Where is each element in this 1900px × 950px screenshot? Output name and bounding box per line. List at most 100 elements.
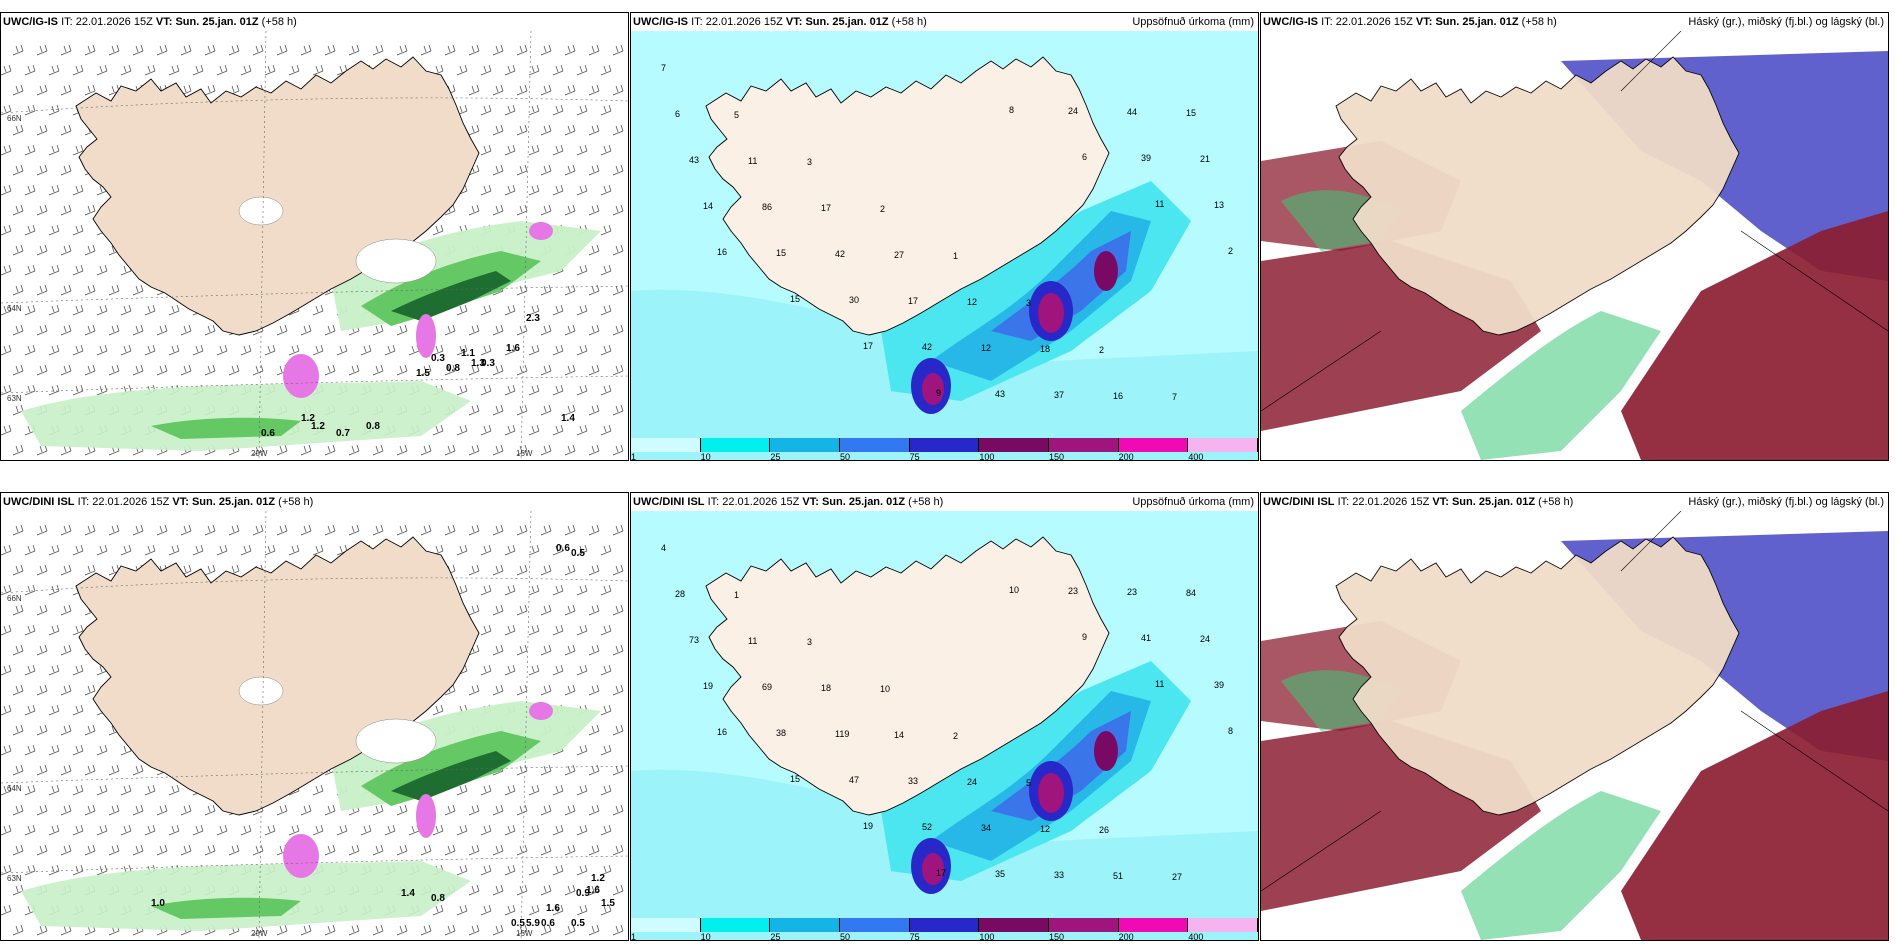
accum-value: 17 <box>908 296 918 306</box>
low-cloud-area <box>1621 211 1888 460</box>
wind-barb <box>312 544 324 556</box>
wind-barb <box>504 384 516 396</box>
wind-barb <box>168 824 180 836</box>
wind-barb <box>588 164 600 176</box>
wind-barb <box>324 364 336 376</box>
wind-barb <box>468 884 480 896</box>
wind-barb <box>204 44 216 56</box>
colorbar-tick: 400 <box>1188 452 1204 461</box>
precip-value: 1.2 <box>301 413 315 424</box>
colorbar-swatch <box>631 438 701 452</box>
accum-value: 34 <box>981 823 991 833</box>
wind-barb <box>300 924 312 936</box>
wind-barb <box>12 764 24 776</box>
accum-value: 12 <box>967 297 977 307</box>
wind-barb <box>552 784 564 796</box>
wind-barb <box>240 344 252 356</box>
wind-barb <box>144 544 156 556</box>
axis-label: 20W <box>251 929 268 938</box>
wind-barb <box>432 224 444 236</box>
wind-barb <box>84 724 96 736</box>
wind-barb <box>1 304 12 316</box>
precip-core <box>922 373 944 405</box>
accum-value: 2 <box>953 731 958 741</box>
iceland-land <box>705 56 1110 336</box>
wind-barb <box>564 444 576 456</box>
wind-barb <box>48 624 60 636</box>
wind-barb <box>1 704 12 716</box>
wind-barb <box>516 644 528 656</box>
wind-barb <box>132 764 144 776</box>
glacier <box>238 676 284 706</box>
wind-barb <box>372 844 384 856</box>
precip-mid-area <box>151 417 301 439</box>
wind-barb <box>36 604 48 616</box>
wind-barb <box>120 784 132 796</box>
wind-barb <box>228 44 240 56</box>
wind-barb <box>264 824 276 836</box>
wind-barb <box>96 824 108 836</box>
wind-barb <box>96 344 108 356</box>
precip-light-area <box>21 861 471 931</box>
wind-barb <box>12 324 24 336</box>
wind-barb <box>36 844 48 856</box>
wind-barb <box>120 824 132 836</box>
wind-barb <box>336 344 348 356</box>
wind-barb <box>1 904 12 916</box>
wind-barb <box>564 884 576 896</box>
wind-barb <box>60 324 72 336</box>
wind-barb <box>36 164 48 176</box>
graticule-line <box>520 31 532 460</box>
wind-barb <box>204 844 216 856</box>
wind-barb <box>468 204 480 216</box>
wind-barb <box>576 904 588 916</box>
precip-value: 2.3 <box>526 313 540 324</box>
wind-barb <box>60 724 72 736</box>
wind-barb <box>72 344 84 356</box>
wind-barb <box>576 864 588 876</box>
wind-barb <box>312 824 324 836</box>
wind-barb <box>24 624 36 636</box>
colorbar-swatch <box>1188 438 1258 452</box>
wind-barb <box>528 384 540 396</box>
wind-barb <box>72 264 84 276</box>
accum-values: 7532132761117271218161543864217123744211… <box>661 63 1233 402</box>
wind-barb <box>372 324 384 336</box>
wind-barb <box>108 804 120 816</box>
wind-barb <box>588 404 600 416</box>
wind-barb <box>156 524 168 536</box>
accum-value: 2 <box>1228 246 1233 256</box>
colorbar-tick: 10 <box>700 932 711 941</box>
wind-barb <box>420 924 432 936</box>
wind-barb <box>1 744 12 756</box>
wind-barb <box>36 804 48 816</box>
wind-barb <box>228 844 240 856</box>
wind-barb <box>444 844 456 856</box>
axis-label: 63N <box>7 394 22 403</box>
panel-dini-clouds: UWC/DINI ISL IT: 22.01.2026 15Z VT: Sun.… <box>1260 492 1889 941</box>
wind-barb <box>468 444 480 456</box>
wind-barb <box>348 444 360 456</box>
wind-precip-map: 66N 64N 63N 20W 15W 0.6 1.2 0.7 0.8 1.2 1.4 1.5 1.6 2… <box>1 31 628 460</box>
wind-barb <box>588 844 600 856</box>
wind-barb <box>600 624 612 636</box>
wind-barb <box>348 524 360 536</box>
colorbar-tick: 25 <box>770 932 781 941</box>
wind-barb <box>12 644 24 656</box>
wind-barb <box>600 664 612 676</box>
wind-barb <box>228 524 240 536</box>
precip-value: 1.6 <box>546 903 560 914</box>
precip-value: 0.7 <box>336 428 350 439</box>
wind-barb <box>480 904 492 916</box>
precip-value: 0.3 <box>481 358 495 369</box>
wind-barb <box>36 124 48 136</box>
wind-barb <box>84 44 96 56</box>
accum-value: 51 <box>1113 871 1123 881</box>
colorbar-swatch <box>1118 918 1189 932</box>
precip-value: 1.6 <box>506 343 520 354</box>
wind-barb <box>504 184 516 196</box>
wind-barb <box>312 344 324 356</box>
panel-header: UWC/DINI ISL IT: 22.01.2026 15Z VT: Sun.… <box>1263 496 1574 508</box>
wind-barb <box>36 204 48 216</box>
axis-label: 15W <box>516 929 533 938</box>
